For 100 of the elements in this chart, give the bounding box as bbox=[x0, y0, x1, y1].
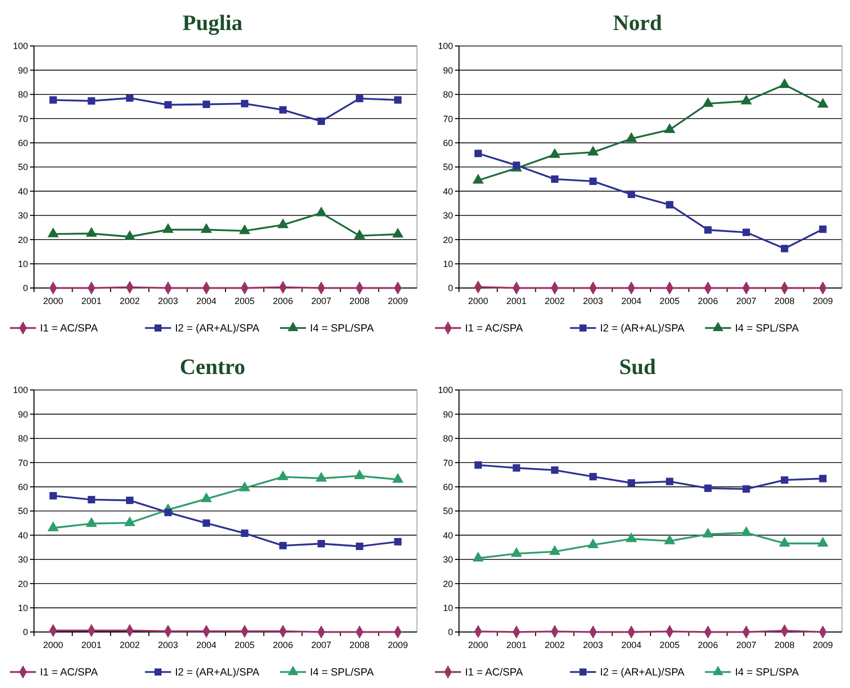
x-tick-label: 2009 bbox=[388, 640, 408, 650]
y-tick-label: 70 bbox=[442, 114, 453, 124]
x-tick-label: 2004 bbox=[196, 296, 216, 306]
point bbox=[162, 223, 174, 233]
y-tick-label: 20 bbox=[18, 578, 28, 589]
point bbox=[277, 218, 289, 228]
x-tick-label: 2005 bbox=[660, 640, 680, 650]
y-tick-label: 0 bbox=[22, 283, 28, 294]
y-tick-label: 90 bbox=[18, 65, 28, 76]
point bbox=[200, 223, 212, 233]
x-tick-label: 2000 bbox=[43, 640, 64, 650]
point bbox=[474, 150, 482, 158]
x-tick-label: 2005 bbox=[660, 296, 680, 306]
x-tick-label: 2002 bbox=[120, 296, 140, 306]
x-tick-label: 2009 bbox=[812, 296, 833, 306]
point bbox=[240, 100, 248, 108]
point bbox=[587, 146, 599, 156]
y-tick-label: 0 bbox=[448, 627, 453, 638]
x-tick-label: 2003 bbox=[158, 296, 178, 306]
point bbox=[551, 175, 558, 183]
legend-label: I4 = SPL/SPA bbox=[310, 666, 374, 679]
y-tick-label: 90 bbox=[18, 409, 28, 420]
point bbox=[666, 478, 674, 486]
point bbox=[474, 461, 482, 469]
point bbox=[704, 226, 712, 234]
y-tick-label: 0 bbox=[22, 627, 28, 638]
y-tick-label: 30 bbox=[18, 554, 28, 565]
x-tick-label: 2006 bbox=[698, 640, 718, 650]
y-tick-label: 10 bbox=[442, 258, 453, 269]
point bbox=[664, 534, 676, 544]
x-tick-label: 2009 bbox=[812, 640, 833, 650]
x-tick-label: 2004 bbox=[196, 640, 216, 650]
point bbox=[394, 96, 402, 104]
x-tick-label: 2008 bbox=[774, 296, 795, 306]
legend-label: I2 = (AR+AL)/SPA bbox=[600, 322, 684, 335]
point bbox=[778, 78, 790, 88]
x-tick-label: 2008 bbox=[350, 296, 370, 306]
point bbox=[472, 174, 484, 184]
y-tick-label: 70 bbox=[442, 458, 453, 468]
point bbox=[48, 228, 59, 238]
y-tick-label: 80 bbox=[442, 90, 453, 100]
point bbox=[124, 516, 136, 526]
point bbox=[742, 485, 750, 493]
point bbox=[392, 473, 404, 483]
y-tick-label: 10 bbox=[18, 258, 28, 269]
point bbox=[202, 519, 210, 527]
point bbox=[126, 94, 134, 102]
point bbox=[628, 479, 636, 487]
point bbox=[318, 118, 325, 125]
point bbox=[124, 230, 136, 240]
point bbox=[86, 227, 98, 237]
point bbox=[49, 96, 57, 104]
y-tick-label: 60 bbox=[442, 482, 453, 492]
point bbox=[780, 244, 788, 252]
legend-label: I4 = SPL/SPA bbox=[735, 666, 799, 679]
x-tick-label: 2003 bbox=[583, 640, 604, 650]
point bbox=[510, 547, 522, 557]
y-tick-label: 10 bbox=[442, 602, 453, 613]
y-tick-label: 50 bbox=[442, 162, 453, 172]
x-tick-label: 2008 bbox=[350, 640, 370, 650]
point bbox=[48, 521, 59, 532]
x-tick-label: 2000 bbox=[468, 640, 488, 650]
y-tick-label: 30 bbox=[442, 210, 453, 221]
x-tick-label: 2005 bbox=[234, 296, 255, 306]
chart-title: Puglia bbox=[182, 10, 242, 35]
y-tick-label: 60 bbox=[442, 138, 453, 148]
legend-label: I2 = (AR+AL)/SPA bbox=[175, 322, 260, 335]
x-tick-label: 2007 bbox=[311, 640, 332, 650]
point bbox=[86, 517, 98, 527]
x-tick-label: 2000 bbox=[43, 296, 64, 306]
y-tick-label: 100 bbox=[438, 385, 453, 396]
x-tick-label: 2000 bbox=[468, 296, 488, 306]
x-tick-label: 2001 bbox=[506, 296, 526, 306]
x-tick-label: 2001 bbox=[81, 296, 102, 306]
y-tick-label: 20 bbox=[18, 234, 28, 245]
point bbox=[702, 97, 714, 107]
point bbox=[279, 542, 287, 550]
point bbox=[817, 536, 828, 547]
y-tick-label: 80 bbox=[18, 90, 28, 100]
legend-label: I2 = (AR+AL)/SPA bbox=[175, 666, 260, 679]
point bbox=[279, 106, 287, 114]
y-tick-label: 20 bbox=[442, 578, 453, 589]
point bbox=[239, 224, 250, 234]
point bbox=[549, 148, 560, 158]
point bbox=[626, 532, 637, 542]
y-tick-label: 60 bbox=[18, 482, 28, 492]
x-tick-label: 2003 bbox=[158, 640, 178, 650]
y-tick-label: 50 bbox=[18, 162, 28, 172]
point bbox=[628, 190, 636, 198]
point bbox=[356, 542, 364, 550]
point bbox=[200, 492, 212, 502]
x-tick-label: 2007 bbox=[311, 296, 332, 306]
point bbox=[587, 538, 599, 548]
point bbox=[742, 228, 750, 236]
y-tick-label: 80 bbox=[442, 434, 453, 444]
point bbox=[704, 484, 712, 492]
point bbox=[316, 472, 327, 482]
y-tick-label: 100 bbox=[438, 41, 453, 52]
y-tick-label: 70 bbox=[18, 114, 28, 124]
chart-title: Centro bbox=[180, 354, 246, 379]
